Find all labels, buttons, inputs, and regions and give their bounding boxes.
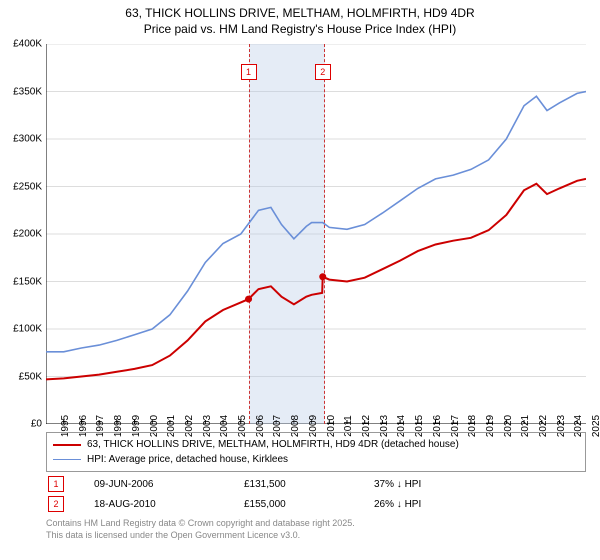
event-marker-2: 2 bbox=[315, 64, 331, 80]
legend-label: 63, THICK HOLLINS DRIVE, MELTHAM, HOLMFI… bbox=[87, 437, 459, 452]
marker-table: 1 09-JUN-2006£131,50037% ↓ HPI 2 18-AUG-201… bbox=[46, 474, 586, 514]
chart-title: 63, THICK HOLLINS DRIVE, MELTHAM, HOLMFI… bbox=[0, 0, 600, 37]
legend-label: HPI: Average price, detached house, Kirk… bbox=[87, 452, 288, 467]
y-tick-label: £300K bbox=[13, 134, 42, 145]
marker-price: £131,500 bbox=[244, 479, 374, 490]
marker-row: 2 18-AUG-2010£155,00026% ↓ HPI bbox=[46, 494, 586, 514]
marker-delta: 26% ↓ HPI bbox=[374, 499, 494, 510]
footer-line2: This data is licensed under the Open Gov… bbox=[46, 530, 355, 542]
marker-badge: 2 bbox=[48, 496, 64, 512]
marker-date: 09-JUN-2006 bbox=[94, 479, 244, 490]
y-tick-label: £200K bbox=[13, 229, 42, 240]
marker-badge: 1 bbox=[48, 476, 64, 492]
event-marker-1: 1 bbox=[241, 64, 257, 80]
legend-row: HPI: Average price, detached house, Kirk… bbox=[53, 452, 579, 467]
y-tick-label: £50K bbox=[19, 371, 42, 382]
series-svg bbox=[46, 44, 586, 424]
y-tick-label: £250K bbox=[13, 181, 42, 192]
marker-delta: 37% ↓ HPI bbox=[374, 479, 494, 490]
chart-container: 63, THICK HOLLINS DRIVE, MELTHAM, HOLMFI… bbox=[0, 0, 600, 560]
title-line2: Price paid vs. HM Land Registry's House … bbox=[0, 22, 600, 38]
legend-swatch bbox=[53, 459, 81, 460]
plot-area: £0£50K£100K£150K£200K£250K£300K£350K£400… bbox=[46, 44, 586, 424]
footer-line1: Contains HM Land Registry data © Crown c… bbox=[46, 518, 355, 530]
marker-price: £155,000 bbox=[244, 499, 374, 510]
title-line1: 63, THICK HOLLINS DRIVE, MELTHAM, HOLMFI… bbox=[0, 6, 600, 22]
legend: 63, THICK HOLLINS DRIVE, MELTHAM, HOLMFI… bbox=[46, 432, 586, 472]
marker-date: 18-AUG-2010 bbox=[94, 499, 244, 510]
y-tick-label: £350K bbox=[13, 86, 42, 97]
y-tick-label: £100K bbox=[13, 324, 42, 335]
y-tick-label: £150K bbox=[13, 276, 42, 287]
marker-row: 1 09-JUN-2006£131,50037% ↓ HPI bbox=[46, 474, 586, 494]
legend-swatch bbox=[53, 444, 81, 446]
y-tick-label: £0 bbox=[31, 419, 42, 430]
legend-row: 63, THICK HOLLINS DRIVE, MELTHAM, HOLMFI… bbox=[53, 437, 579, 452]
y-tick-label: £400K bbox=[13, 39, 42, 50]
footer-attribution: Contains HM Land Registry data © Crown c… bbox=[46, 518, 355, 541]
